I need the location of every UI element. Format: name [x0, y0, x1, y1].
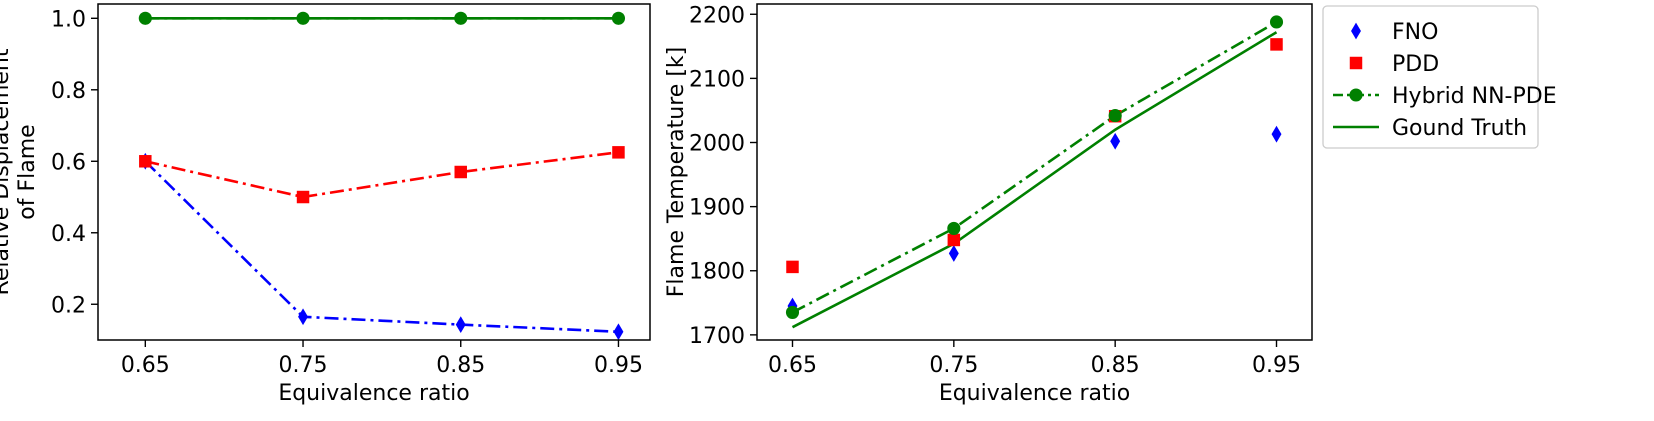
x-tick-label: 0.75 [279, 353, 328, 378]
data-point-fno [613, 323, 624, 341]
x-tick-label: 0.85 [1091, 353, 1140, 378]
legend: FNO PDD Hybrid NN-PDE Gound Truth [1322, 5, 1557, 149]
x-tick-label: 0.95 [594, 353, 643, 378]
x-tick-label: 0.95 [1252, 353, 1301, 378]
y-tick-label: 2200 [689, 3, 745, 28]
legend-label: FNO [1392, 20, 1438, 45]
legend-item-fno: FNO [1351, 20, 1438, 45]
legend-item-hybrid: Hybrid NN-PDE [1333, 84, 1557, 109]
y-tick-label: 1800 [689, 260, 745, 285]
y-tick-label: 0.8 [51, 79, 86, 104]
data-point-pdd [612, 146, 625, 159]
legend-item-pdd: PDD [1349, 52, 1439, 77]
x-axis-label: Equivalence ratio [939, 381, 1130, 406]
data-point-hybrid [785, 305, 800, 319]
x-tick-label: 0.65 [121, 353, 170, 378]
data-point-pdd [786, 260, 799, 274]
y-tick-label: 0.2 [51, 293, 86, 318]
left-chart-relative-displacement: 0.65 0.75 0.85 0.95 0.2 0.4 0.6 0.8 1.0 Equivalen… [0, 3, 651, 406]
data-point-fno [455, 316, 466, 334]
series-line-hybrid [791, 20, 1278, 314]
legend-label: PDD [1392, 52, 1439, 77]
data-point-hybrid [454, 11, 468, 25]
legend-marker-hybrid [1349, 88, 1363, 102]
data-point-hybrid [1269, 15, 1284, 29]
legend-label: Gound Truth [1392, 116, 1527, 141]
x-axis-label: Equivalence ratio [278, 381, 469, 406]
series-line-truth [791, 31, 1278, 329]
legend-label: Hybrid NN-PDE [1392, 84, 1557, 109]
legend-marker-fno [1351, 22, 1361, 40]
y-tick-label: 2100 [689, 67, 745, 92]
right-chart-flame-temperature: 0.65 0.75 0.85 0.95 1700 1800 1900 2000 2100 2200… [664, 3, 1313, 406]
axes-frame [97, 3, 651, 341]
x-tick-label: 0.75 [929, 353, 978, 378]
legend-box [1322, 5, 1539, 149]
legend-marker-pdd [1349, 56, 1363, 70]
axes-frame [756, 3, 1313, 341]
x-tick-label: 0.85 [436, 353, 485, 378]
data-point-fno [298, 308, 308, 326]
y-axis-label: Flame Temperature [k] [664, 47, 689, 297]
y-tick-label: 0.4 [51, 222, 86, 247]
series-line-pdd [145, 151, 619, 199]
x-tick-label: 0.65 [768, 353, 817, 378]
data-point-fno [948, 245, 959, 262]
data-point-pdd [454, 165, 467, 179]
y-tick-label: 2000 [689, 132, 745, 157]
data-point-hybrid [296, 11, 310, 25]
data-point-hybrid [138, 11, 152, 25]
y-tick-label: 1.0 [51, 7, 86, 32]
data-point-hybrid [947, 221, 961, 235]
data-point-pdd [947, 233, 961, 247]
series-line-fno [144, 160, 619, 334]
y-tick-label: 0.6 [51, 150, 86, 175]
data-point-pdd [139, 155, 152, 168]
data-point-pdd [296, 190, 310, 204]
y-axis-label: of Flame [15, 124, 40, 219]
data-point-fno [1271, 125, 1282, 143]
legend-item-truth: Gound Truth [1333, 116, 1527, 141]
y-tick-label: 1900 [689, 196, 745, 221]
data-point-fno [1110, 132, 1121, 150]
y-tick-label: 1700 [689, 324, 745, 349]
data-point-hybrid [1108, 109, 1122, 123]
data-point-pdd [1270, 38, 1283, 51]
y-axis-label: Relative Displacement [0, 48, 14, 295]
data-point-hybrid [611, 11, 626, 25]
